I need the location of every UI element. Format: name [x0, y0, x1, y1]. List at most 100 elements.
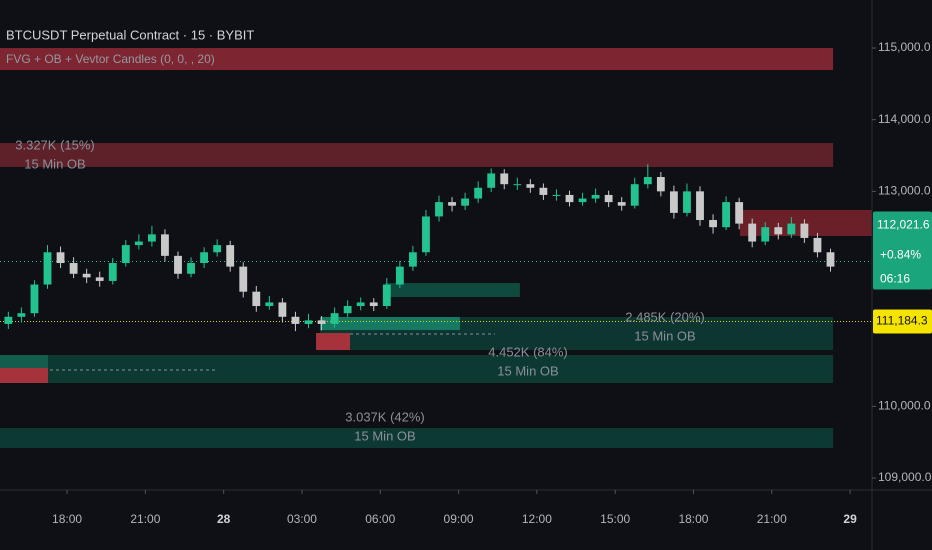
y-tick-label: 115,000.0: [878, 40, 931, 54]
x-tick-label: 28: [217, 512, 231, 526]
candle-body: [813, 237, 822, 253]
countdown-label: 06:16: [880, 272, 910, 286]
candle-body: [578, 198, 587, 203]
candle-body: [735, 202, 744, 224]
candle-body: [617, 202, 626, 206]
candle-body: [539, 187, 548, 195]
candle-body: [461, 198, 470, 206]
candle-body: [395, 266, 404, 285]
candle-body: [683, 191, 691, 213]
candle-body: [774, 227, 783, 235]
candle-body: [69, 263, 78, 274]
candle-body: [343, 306, 352, 314]
change-label: +0.84%: [880, 248, 921, 262]
zone: [0, 48, 834, 71]
candle-body: [630, 184, 639, 206]
candle-body: [696, 191, 704, 221]
candle-body: [147, 234, 156, 242]
zone: [0, 355, 834, 383]
candle-body: [330, 313, 339, 324]
candle-body: [422, 216, 430, 253]
candle-body: [500, 173, 509, 185]
zone: [0, 428, 834, 449]
x-tick-label: 09:00: [444, 512, 474, 526]
x-tick-label: 06:00: [365, 512, 395, 526]
x-tick-label: 29: [843, 512, 857, 526]
candle-body: [435, 202, 443, 217]
zone: [0, 143, 834, 167]
candle-body: [4, 316, 13, 324]
candle-body: [317, 320, 326, 324]
zone: [316, 333, 351, 351]
candle-body: [552, 194, 561, 196]
y-tick-label: 113,000.0: [878, 184, 931, 198]
candle-body: [382, 284, 391, 307]
candle-body: [121, 245, 130, 264]
candle-body: [304, 320, 313, 324]
x-tick-label: 21:00: [130, 512, 160, 526]
candle-body: [369, 302, 378, 307]
x-tick-label: 18:00: [678, 512, 708, 526]
candle-body: [787, 223, 796, 235]
indicator-label: FVG + OB + Vevtor Candles (0, 0, , 20): [6, 52, 215, 66]
candle-body: [722, 202, 731, 228]
zone: [384, 283, 520, 297]
marker-label: 111,184.3: [876, 314, 928, 328]
candle-body: [748, 223, 757, 242]
last-price-box: [873, 211, 932, 290]
y-tick-label: 109,000.0: [878, 470, 932, 484]
candle-body: [278, 302, 287, 317]
candle-body: [252, 291, 261, 307]
x-tick-label: 12:00: [522, 512, 552, 526]
x-tick-label: 15:00: [600, 512, 630, 526]
y-tick-label: 114,000.0: [878, 112, 931, 126]
annotation: 3.037K (42%): [345, 409, 425, 424]
candle-body: [643, 177, 652, 185]
candle-body: [265, 302, 274, 307]
candle-body: [200, 252, 209, 264]
candle-body: [239, 266, 248, 292]
x-tick-label: 21:00: [757, 512, 787, 526]
candle-body: [356, 302, 365, 307]
candle-body: [591, 194, 600, 199]
candle-body: [526, 184, 535, 188]
y-tick-label: 110,000.0: [878, 399, 931, 413]
candle-body: [174, 255, 182, 274]
candle-body: [513, 184, 522, 186]
x-tick-label: 18:00: [52, 512, 82, 526]
candle-body: [187, 263, 195, 274]
marker-box: [873, 309, 932, 334]
annotation: 4.452K (84%): [488, 344, 568, 359]
candle-body: [95, 277, 104, 281]
candle-body: [604, 194, 613, 203]
candle-body: [108, 263, 117, 281]
candle-body: [213, 245, 222, 253]
chart-title: BTCUSDT Perpetual Contract · 15 · BYBIT: [6, 27, 254, 42]
candle-body: [408, 252, 417, 267]
candle-body: [82, 273, 91, 278]
annotation-sub: 15 Min OB: [497, 363, 558, 378]
candle-body: [669, 191, 678, 213]
annotation: 2.485K (20%): [625, 309, 705, 324]
candle-body: [226, 245, 235, 267]
annotation: 3.327K (15%): [15, 137, 95, 152]
x-tick-label: 03:00: [287, 512, 317, 526]
candle-body: [17, 313, 26, 317]
candle-body: [161, 234, 169, 256]
last-price-label: 112,021.6: [877, 218, 930, 232]
annotation-sub: 15 Min OB: [24, 156, 85, 171]
candle-body: [656, 177, 665, 192]
annotation-sub: 15 Min OB: [634, 328, 695, 343]
candle-body: [134, 241, 143, 246]
candle-body: [474, 187, 483, 199]
candle-body: [487, 173, 496, 188]
candle-body: [826, 252, 835, 267]
candle-body: [565, 194, 574, 203]
annotation-sub: 15 Min OB: [354, 428, 415, 443]
candle-body: [291, 316, 300, 324]
zone: [0, 368, 49, 383]
zone: [0, 355, 49, 369]
candle-body: [761, 227, 770, 242]
